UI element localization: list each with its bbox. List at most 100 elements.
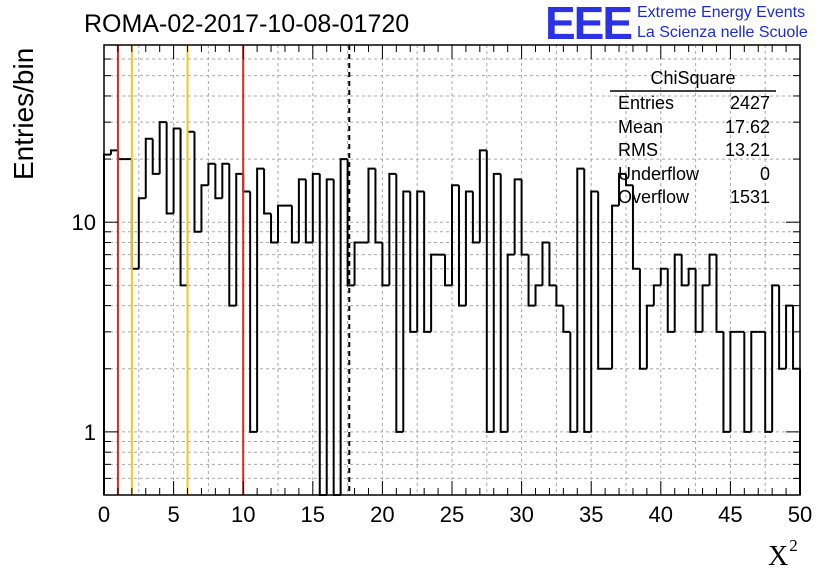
- histogram-bin: [499, 173, 508, 433]
- histogram-bin: [256, 167, 265, 432]
- histogram-bin: [562, 305, 571, 333]
- histogram-bin: [506, 253, 515, 432]
- histogram-bin: [103, 153, 111, 495]
- histogram-bin: [388, 172, 397, 286]
- histogram-bin: [722, 331, 731, 433]
- histogram-bin: [527, 254, 536, 307]
- histogram-bin: [576, 167, 585, 432]
- histogram-bin: [374, 168, 383, 244]
- histogram-bin: [464, 190, 473, 306]
- x-tick-label: 5: [167, 502, 179, 527]
- histogram-bin: [186, 130, 195, 286]
- histogram-bin: [457, 185, 466, 307]
- histogram-bin: [416, 190, 425, 332]
- histogram-bin: [179, 128, 188, 287]
- histogram-bin: [144, 137, 153, 199]
- stats-name-overflow: Overflow: [618, 187, 690, 207]
- histogram-bin: [729, 330, 738, 432]
- histogram-bin: [659, 267, 668, 286]
- x-tick-label: 10: [231, 502, 255, 527]
- histogram-bin: [235, 172, 244, 306]
- stats-box-names: Entries Mean RMS Underflow Overflow: [618, 92, 699, 210]
- histogram-bin: [471, 191, 480, 244]
- histogram-bin: [590, 190, 599, 432]
- histogram-bin: [130, 159, 139, 270]
- histogram-bin: [172, 127, 181, 214]
- stats-value-rms: 13.21: [724, 140, 770, 160]
- histogram-bin: [214, 163, 223, 200]
- histogram-bin: [290, 205, 299, 244]
- histogram-bin: [743, 331, 752, 433]
- chart-title: ROMA-02-2017-10-08-01720: [84, 10, 410, 38]
- histogram-bin: [618, 172, 626, 206]
- histogram-bin: [242, 173, 251, 193]
- histogram-bin: [221, 162, 230, 199]
- stats-name-rms: RMS: [618, 140, 658, 160]
- histogram-bin: [249, 191, 258, 433]
- x-tick-label: 35: [579, 502, 603, 527]
- x-tick-label: 25: [440, 502, 464, 527]
- x-axis-label: X2: [768, 536, 798, 573]
- histogram-bin: [715, 254, 724, 333]
- histogram-bin: [109, 149, 118, 155]
- histogram-bin: [228, 163, 237, 307]
- histogram-bin: [750, 330, 759, 432]
- stats-value-entries: 2427: [729, 93, 770, 113]
- y-tick-label: 10: [72, 210, 96, 235]
- logo-line-1: Extreme Energy Events: [637, 4, 806, 21]
- stats-name-entries: Entries: [618, 93, 675, 113]
- histogram-bin: [541, 241, 550, 286]
- histogram-bin: [485, 150, 494, 433]
- histogram-bin: [346, 159, 355, 287]
- stats-value-underflow: 0: [759, 163, 770, 184]
- histogram-bin: [785, 304, 794, 369]
- histogram-bin: [311, 172, 320, 243]
- histogram-bin: [597, 191, 606, 370]
- x-tick-label: 45: [718, 502, 742, 527]
- histogram-bin: [792, 305, 800, 370]
- histogram-bin: [332, 179, 341, 496]
- histogram-bin: [430, 253, 439, 332]
- histogram-bin: [520, 179, 529, 256]
- histogram-bin: [555, 285, 564, 307]
- stats-value-overflow: 1531: [729, 187, 770, 207]
- histogram-bin: [165, 122, 174, 215]
- histogram-bin: [645, 304, 654, 369]
- x-tick-label: 15: [301, 502, 325, 527]
- stats-name-mean: Mean: [618, 116, 664, 137]
- histogram-bin: [583, 168, 592, 433]
- histogram-bin: [339, 158, 348, 495]
- y-axis-label: Entries/bin: [8, 47, 39, 180]
- axes: 0 5 10 15 20 25 30 35 40 45 50 1 10: [72, 44, 812, 527]
- logo-line-2: La Scienza nelle Scuole: [637, 24, 808, 41]
- x-tick-label: 40: [649, 502, 673, 527]
- histogram-bin: [548, 242, 557, 287]
- histogram-bin: [353, 241, 362, 286]
- histogram-bin: [778, 285, 787, 370]
- histogram-bin: [631, 185, 640, 270]
- histogram-bin: [771, 284, 780, 432]
- histogram-bin: [116, 150, 125, 161]
- histogram-bin: [263, 168, 272, 215]
- histogram-bin: [193, 131, 202, 233]
- stats-box-values: 2427 17.62 13.21 0 1531: [690, 92, 770, 210]
- stats-box-title: ChiSquare: [650, 68, 736, 88]
- histogram-bin: [200, 184, 209, 232]
- histogram-bin: [638, 268, 647, 370]
- histogram-bin: [158, 121, 167, 174]
- histogram-bin: [680, 254, 689, 287]
- histogram-bin: [611, 204, 620, 369]
- histogram-bin: [409, 191, 418, 333]
- x-tick-label: 0: [98, 502, 110, 527]
- eee-logo: EEE: [545, 0, 633, 49]
- x-axis-label-text: X: [768, 541, 789, 572]
- histogram-bin: [367, 167, 376, 243]
- histogram-bin: [304, 179, 313, 244]
- histogram-bin: [402, 190, 411, 432]
- x-axis-label-superscript: 2: [789, 536, 798, 555]
- reference-lines: [116, 45, 351, 495]
- histogram-bin: [151, 138, 160, 175]
- histogram-bin: [534, 284, 543, 306]
- histogram-bin: [277, 204, 285, 243]
